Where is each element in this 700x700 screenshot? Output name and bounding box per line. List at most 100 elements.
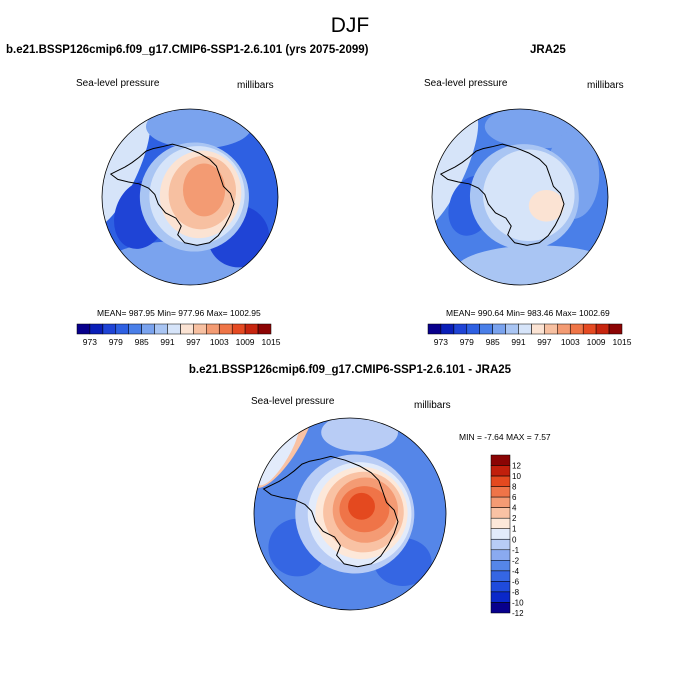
diff-colorbar-bin: [490, 517, 511, 529]
diff-colorbar-bin: [490, 602, 511, 614]
model-variable-label: Sea-level pressure: [76, 78, 160, 89]
diff-coastline: [262, 455, 399, 568]
right-map: [432, 109, 608, 285]
model-colorbar-bin: [89, 323, 104, 335]
model-colorbar-bin: [219, 323, 233, 335]
obs-colorbar-tick-label: 985: [486, 337, 500, 347]
obs-colorbar-bin: [608, 323, 623, 335]
model-colorbar-tick-label: 997: [186, 337, 200, 347]
model-colorbar-bin: [128, 323, 142, 335]
obs-colorbar-bin: [518, 323, 532, 335]
diff-units-label: millibars: [414, 400, 451, 411]
obs-colorbar-tick-label: 1003: [561, 337, 580, 347]
model-colorbar-bin: [193, 323, 207, 335]
diff-map: [254, 418, 446, 610]
diff-colorbar-tick-label: 0: [512, 535, 517, 544]
right-contour-region: [453, 245, 608, 285]
model-colorbar-bin: [141, 323, 155, 335]
model-colorbar-tick-label: 991: [160, 337, 174, 347]
diff-colorbar-bin: [490, 507, 511, 519]
obs-colorbar-tick-label: 997: [537, 337, 551, 347]
model-colorbar-bin: [102, 323, 117, 335]
diff-colorbar-tick-label: 1: [512, 525, 517, 534]
diff-colorbar-tick-label: 10: [512, 472, 521, 481]
diff-colorbar-bin: [490, 454, 511, 466]
diff-contour-region: [348, 492, 375, 520]
diff-colorbar-tick-label: 2: [512, 514, 517, 523]
diff-colorbar-bin: [490, 475, 511, 487]
obs-colorbar-bin: [531, 323, 545, 335]
model-colorbar-tick-label: 985: [135, 337, 149, 347]
model-colorbar-tick-label: 979: [109, 337, 123, 347]
obs-colorbar-bin: [557, 323, 571, 335]
obs-units-label: millibars: [587, 80, 624, 91]
obs-colorbar-bin: [453, 323, 468, 335]
model-colorbar-bin: [76, 323, 91, 335]
left-contour-region: [146, 109, 252, 149]
diff-colorbar-tick-label: -8: [512, 588, 520, 597]
diff-colorbar-bin: [490, 581, 511, 593]
diff-variable-label: Sea-level pressure: [251, 396, 335, 407]
diff-colorbar-tick-label: -6: [512, 577, 520, 586]
obs-colorbar-bin: [479, 323, 493, 335]
diff-colorbar-tick-label: -1: [512, 546, 520, 555]
model-colorbar-bin: [231, 323, 246, 335]
right-map-border: [431, 108, 609, 286]
model-colorbar-bin: [154, 323, 168, 335]
diff-colorbar-tick-label: 6: [512, 493, 517, 502]
left-map-border: [101, 108, 279, 286]
left-contour-region: [102, 114, 151, 227]
obs-colorbar-bin: [505, 323, 519, 335]
model-colorbar-tick-label: 1015: [262, 337, 281, 347]
diff-colorbar-bin: [490, 560, 511, 572]
model-colorbar-bin: [115, 323, 129, 335]
model-colorbar-bin: [244, 323, 259, 335]
obs-colorbar-tick-label: 979: [460, 337, 474, 347]
model-panel-title: b.e21.BSSP126cmip6.f09_g17.CMIP6-SSP1-2.…: [6, 44, 369, 56]
obs-colorbar-bin: [466, 323, 480, 335]
diff-colorbar-bin: [490, 539, 511, 551]
left-contour-region: [182, 163, 226, 217]
left-map: [102, 109, 278, 285]
model-colorbar-tick-label: 973: [83, 337, 97, 347]
diff-colorbar-tick-label: 4: [512, 504, 517, 513]
model-colorbar-bin: [257, 323, 272, 335]
right-contour-region: [432, 110, 479, 231]
obs-colorbar-tick-label: 973: [434, 337, 448, 347]
obs-colorbar-bin: [544, 323, 558, 335]
diff-colorbar-bin: [490, 549, 511, 561]
obs-colorbar-tick-label: 991: [511, 337, 525, 347]
diff-colorbar-tick-label: 12: [512, 462, 521, 471]
left-coastline: [109, 143, 235, 246]
model-units-label: millibars: [237, 80, 274, 91]
diff-colorbar-bin: [490, 591, 511, 603]
obs-variable-label: Sea-level pressure: [424, 78, 508, 89]
diff-panel-title: b.e21.BSSP126cmip6.f09_g17.CMIP6-SSP1-2.…: [188, 364, 512, 376]
diff-colorbar-bin: [490, 465, 511, 477]
diff-stats: MIN = -7.64 MAX = 7.57: [459, 432, 551, 442]
obs-colorbar-bin: [492, 323, 506, 335]
obs-colorbar-tick-label: 1009: [587, 337, 606, 347]
right-contour-region: [528, 189, 565, 222]
diff-colorbar-bin: [490, 528, 511, 540]
obs-colorbar-bin: [582, 323, 597, 335]
diff-colorbar-tick-label: 8: [512, 483, 517, 492]
diff-colorbar-tick-label: -4: [512, 567, 520, 576]
diff-colorbar-bin: [490, 486, 511, 498]
model-colorbar-bin: [167, 323, 181, 335]
obs-colorbar-bin: [570, 323, 584, 335]
obs-stats: MEAN= 990.64 Min= 983.46 Max= 1002.69: [446, 308, 610, 318]
diff-colorbar-tick-label: -2: [512, 556, 520, 565]
right-coastline: [439, 143, 565, 246]
diff-colorbar-bin: [490, 570, 511, 582]
obs-panel-title: JRA25: [530, 44, 566, 56]
model-colorbar-tick-label: 1003: [210, 337, 229, 347]
obs-colorbar-bin: [595, 323, 610, 335]
diff-colorbar-tick-label: -10: [512, 599, 524, 608]
model-colorbar-tick-label: 1009: [236, 337, 255, 347]
model-stats: MEAN= 987.95 Min= 977.96 Max= 1002.95: [97, 308, 261, 318]
diff-colorbar-bin: [490, 496, 511, 508]
figure-title: DJF: [330, 14, 370, 37]
obs-colorbar-bin: [440, 323, 455, 335]
